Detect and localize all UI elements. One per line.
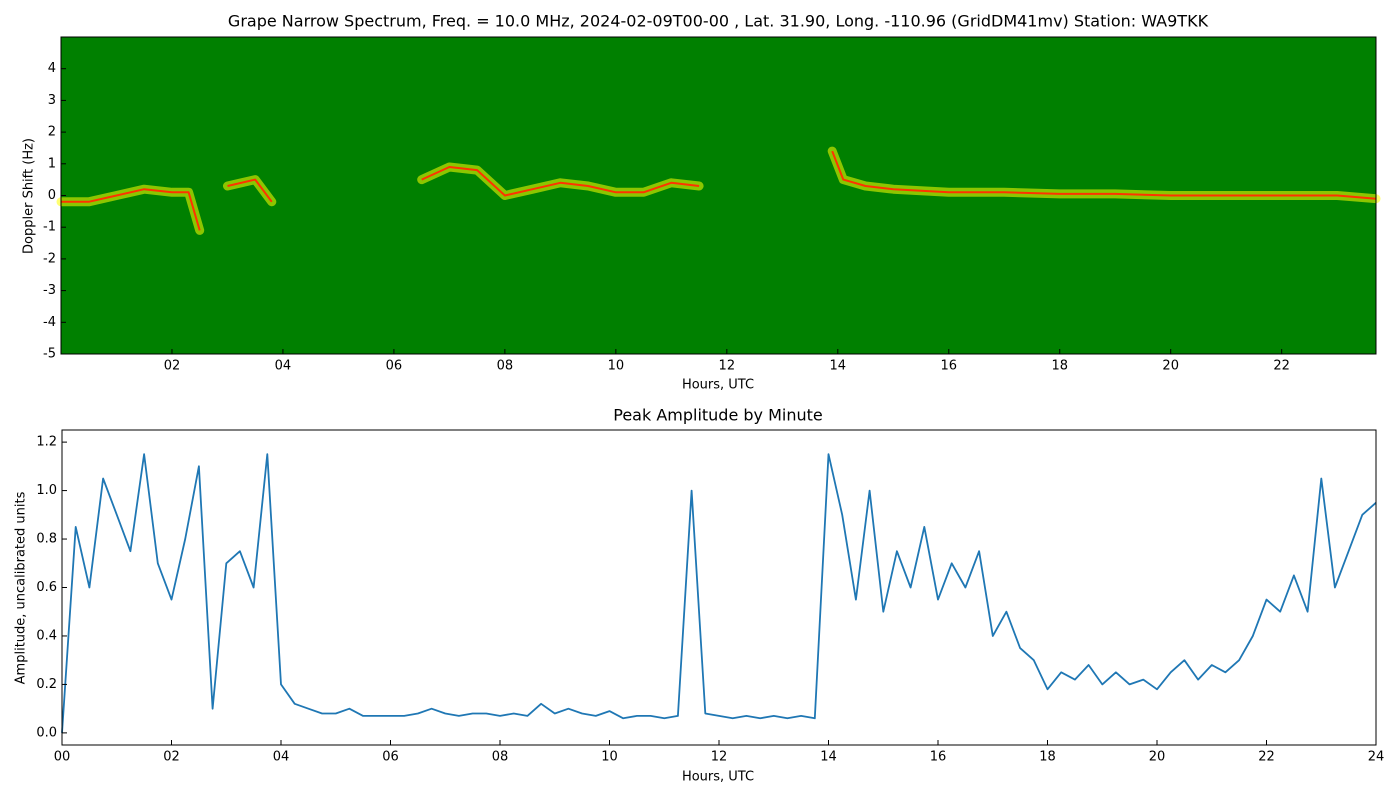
y-tick-label: -2 [43,251,56,266]
x-tick-label: 10 [601,750,618,765]
x-tick-label: 02 [164,359,181,374]
x-tick-label: 12 [711,750,728,765]
y-tick-label: 2 [48,125,56,140]
y-tick-label: 0.6 [36,580,57,595]
x-tick-label: 20 [1149,750,1166,765]
y-tick-label: 3 [48,93,56,108]
y-tick-label: 0 [48,188,56,203]
x-tick-label: 10 [608,359,625,374]
x-tick-label: 24 [1368,750,1385,765]
y-tick-label: -1 [43,220,56,235]
x-tick-label: 16 [930,750,947,765]
x-tick-label: 04 [273,750,290,765]
line-series [61,453,1377,733]
y-tick-label: 4 [48,61,56,76]
x-axis-label: Hours, UTC [682,378,754,393]
y-tick-label: 0.8 [36,532,57,547]
x-tick-label: 14 [830,359,847,374]
y-tick-label: -4 [43,315,56,330]
y-tick-label: -5 [43,347,56,362]
x-tick-label: 22 [1273,359,1290,374]
y-tick-label: 1 [48,156,56,171]
x-tick-label: 04 [275,359,292,374]
chart-title: Grape Narrow Spectrum, Freq. = 10.0 MHz,… [228,12,1209,31]
x-tick-label: 00 [54,750,71,765]
y-tick-label: 0.2 [36,677,57,692]
y-tick-label: 0.4 [36,628,57,643]
y-tick-label: -3 [43,283,56,298]
axes-frame [61,429,1377,746]
x-tick-label: 02 [163,750,180,765]
y-tick-label: 1.2 [36,435,57,450]
x-tick-label: 22 [1258,750,1275,765]
x-tick-label: 12 [719,359,736,374]
y-tick-label: 0.0 [36,725,57,740]
x-tick-label: 14 [820,750,837,765]
x-tick-label: 18 [1039,750,1056,765]
x-axis-label: Hours, UTC [682,770,754,785]
y-axis-label: Doppler Shift (Hz) [22,138,37,254]
x-tick-label: 06 [382,750,399,765]
x-tick-label: 20 [1162,359,1179,374]
x-tick-label: 08 [492,750,509,765]
x-tick-label: 06 [386,359,403,374]
doppler-trace [61,150,1377,231]
y-axis-label: Amplitude, uncalibrated units [14,491,29,684]
x-tick-label: 16 [940,359,957,374]
y-tick-label: 1.0 [36,483,57,498]
x-tick-label: 08 [497,359,514,374]
chart-title: Peak Amplitude by Minute [613,406,823,425]
x-tick-label: 18 [1051,359,1068,374]
